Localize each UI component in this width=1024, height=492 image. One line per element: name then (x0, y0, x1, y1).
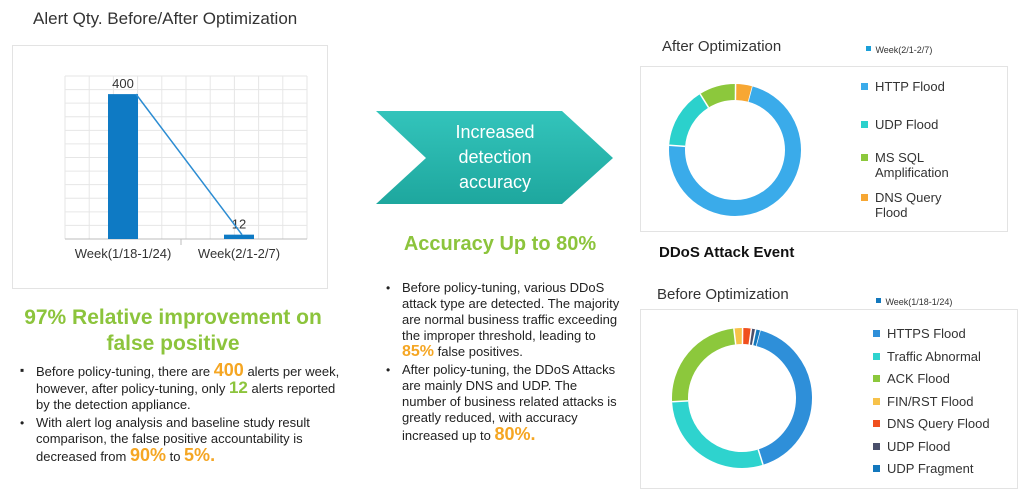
gridlines (64, 75, 308, 240)
slice-separator (748, 328, 753, 345)
slice-separator (672, 400, 689, 403)
legend-swatch (873, 442, 880, 450)
x-tick-label: Week(1/18-1/24) (75, 246, 172, 261)
slice-separator (669, 144, 686, 148)
middle-bullet-2: • After policy-tuning, the DDoS Attacks a… (386, 362, 617, 444)
improvement-heading: 97% Relative improvement on false positi… (24, 306, 322, 355)
legend-swatch (873, 397, 880, 405)
legend-swatch (873, 352, 880, 360)
series-line (135, 93, 243, 236)
before-chart-title: Before Optimization (657, 286, 789, 303)
data-label: 12 (232, 217, 246, 232)
before-series-tag: Week(1/18-1/24) (876, 292, 952, 310)
legend-label: UDP Flood (875, 117, 939, 132)
before-donut-chart (672, 327, 812, 468)
page-title: Alert Qty. Before/After Optimization (33, 9, 298, 28)
slice-separator (751, 329, 757, 346)
after-donut-panel: HTTP Flood UDP Flood MS SQL Amplification D… (640, 66, 1008, 232)
legend-swatch (861, 194, 868, 201)
alert-qty-chart-panel: 400 Week(1/18-1/24) 12 Week(2/1-2/7) (12, 45, 328, 289)
after-series-tag: Week(2/1-2/7) (866, 40, 932, 58)
donut-slice (735, 84, 752, 102)
after-chart-title: After Optimization (662, 38, 782, 55)
arrow-chevron (376, 111, 613, 204)
legend-label: FIN/RST Flood (887, 393, 974, 409)
donut-slice (742, 328, 752, 345)
bar (108, 94, 138, 239)
bullet-dot-icon: • (386, 281, 391, 295)
donut-slice (700, 84, 736, 108)
after-legend: HTTP Flood UDP Flood MS SQL Amplification D… (861, 67, 1007, 231)
legend-swatch (873, 465, 880, 472)
legend-label: DNS Query Flood (887, 416, 990, 431)
middle-bullets: • Before policy-tuning, various DDoS atta… (384, 280, 620, 446)
legend-label: MS SQL Amplification (875, 150, 949, 180)
series-swatch (866, 46, 871, 51)
legend-swatch (873, 375, 880, 382)
donut-slice (669, 93, 709, 147)
accuracy-heading: Accuracy Up to 80% (403, 233, 597, 255)
bullet-square-icon: ▪ (20, 363, 25, 377)
bar (224, 234, 254, 239)
donut-slice (755, 330, 812, 465)
bullet-dot-icon: • (386, 363, 391, 377)
alert-qty-chart: 400 Week(1/18-1/24) 12 Week(2/1-2/7) (64, 75, 308, 261)
arrow-label: Increased detection accuracy (455, 122, 535, 192)
left-bullets: ▪ Before policy-tuning, there are 400 ale… (18, 360, 350, 467)
legend-swatch (861, 154, 868, 161)
left-bullet-2: • With alert log analysis and baseline st… (20, 415, 310, 465)
legend-swatch (873, 420, 880, 427)
legend-swatch (873, 330, 880, 337)
legend-label: UDP Fragment (887, 461, 974, 476)
x-tick-label: Week(2/1-2/7) (198, 246, 280, 261)
slice-separator (699, 93, 710, 108)
legend-label: UDP Flood (887, 438, 951, 454)
legend-label: DNS Query Flood (875, 190, 942, 220)
donut-slice (672, 400, 764, 468)
bullet-dot-icon: • (20, 416, 25, 430)
slice-separator (757, 449, 764, 465)
legend-label: HTTPS Flood (887, 326, 966, 341)
donut-slice (669, 86, 801, 216)
after-donut-chart (669, 83, 801, 216)
slice-separator (733, 328, 737, 345)
legend-swatch (861, 121, 868, 128)
legend-label: Traffic Abnormal (887, 348, 981, 364)
data-label: 400 (112, 76, 134, 91)
left-bullet-1: ▪ Before policy-tuning, there are 400 ale… (20, 360, 340, 412)
donut-slice (672, 328, 737, 402)
middle-bullet-1: • Before policy-tuning, various DDoS atta… (386, 280, 620, 360)
legend-label: HTTP Flood (875, 79, 945, 94)
ddos-title: DDoS Attack Event (659, 244, 795, 261)
before-legend: HTTPS Flood Traffic Abnormal ACK Flood FIN/… (873, 310, 1017, 488)
series-swatch (876, 298, 881, 303)
before-donut-panel: HTTPS Flood Traffic Abnormal ACK Flood FIN/… (640, 309, 1018, 489)
legend-swatch (861, 83, 868, 90)
legend-label: ACK Flood (887, 371, 950, 386)
